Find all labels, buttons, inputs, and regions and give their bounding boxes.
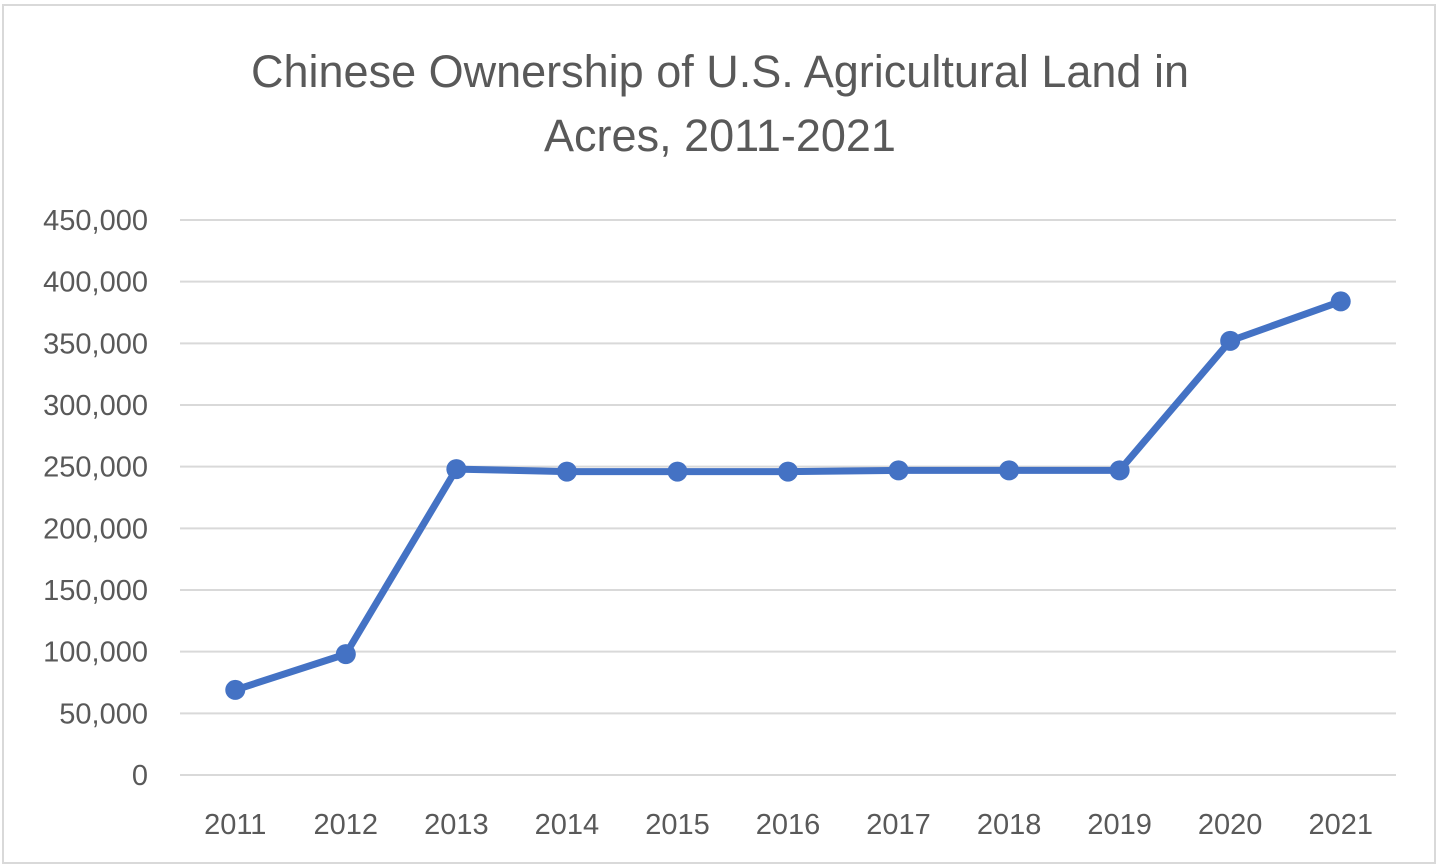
- data-point: [667, 461, 688, 482]
- y-tick-label: 300,000: [43, 390, 148, 422]
- data-point: [556, 461, 577, 482]
- chart-title-line-2: Acres, 2011-2021: [544, 110, 896, 161]
- data-point: [778, 461, 798, 482]
- y-axis-tick-labels: 0 50,000 100,000 150,000 200,000 250,000 300,0…: [43, 205, 148, 792]
- series-line: [231, 297, 1345, 694]
- x-tick-label: 2017: [866, 809, 931, 841]
- data-point: [225, 679, 246, 700]
- x-tick-label: 2015: [645, 809, 710, 841]
- x-tick-label: 2021: [1308, 809, 1373, 841]
- y-tick-label: 0: [132, 760, 148, 792]
- y-tick-label: 150,000: [43, 575, 148, 607]
- x-tick-label: 2012: [314, 809, 379, 841]
- data-point: [999, 460, 1020, 481]
- chart-title-line-1: Chinese Ownership of U.S. Agricultural L…: [251, 46, 1189, 97]
- data-point: [1330, 291, 1351, 312]
- x-tick-label: 2019: [1087, 809, 1152, 841]
- data-point: [446, 459, 467, 480]
- x-tick-label: 2016: [756, 809, 821, 841]
- x-tick-label: 2013: [424, 809, 489, 841]
- y-tick-label: 450,000: [43, 205, 148, 237]
- data-point: [888, 460, 909, 481]
- y-tick-label: 100,000: [43, 637, 148, 669]
- chart-frame: [2, 4, 1436, 864]
- chart-title: Chinese Ownership of U.S. Agricultural L…: [120, 40, 1320, 168]
- series-layer: [225, 291, 1351, 700]
- x-tick-label: 2018: [977, 809, 1042, 841]
- x-tick-label: 2020: [1198, 809, 1263, 841]
- x-tick-label: 2014: [535, 809, 600, 841]
- data-point: [335, 644, 356, 665]
- y-tick-label: 250,000: [43, 452, 148, 484]
- data-point: [1220, 330, 1241, 351]
- data-point: [1109, 460, 1130, 481]
- x-axis-tick-labels: 2011 2012 2013 2014 2015 2016 2017 2018 2019 2020…: [204, 809, 1373, 841]
- gridlines: [180, 219, 1396, 776]
- y-tick-label: 200,000: [43, 513, 148, 545]
- y-tick-label: 400,000: [43, 267, 148, 299]
- y-tick-label: 350,000: [43, 328, 148, 360]
- x-tick-label: 2011: [204, 809, 266, 841]
- y-tick-label: 50,000: [59, 698, 148, 730]
